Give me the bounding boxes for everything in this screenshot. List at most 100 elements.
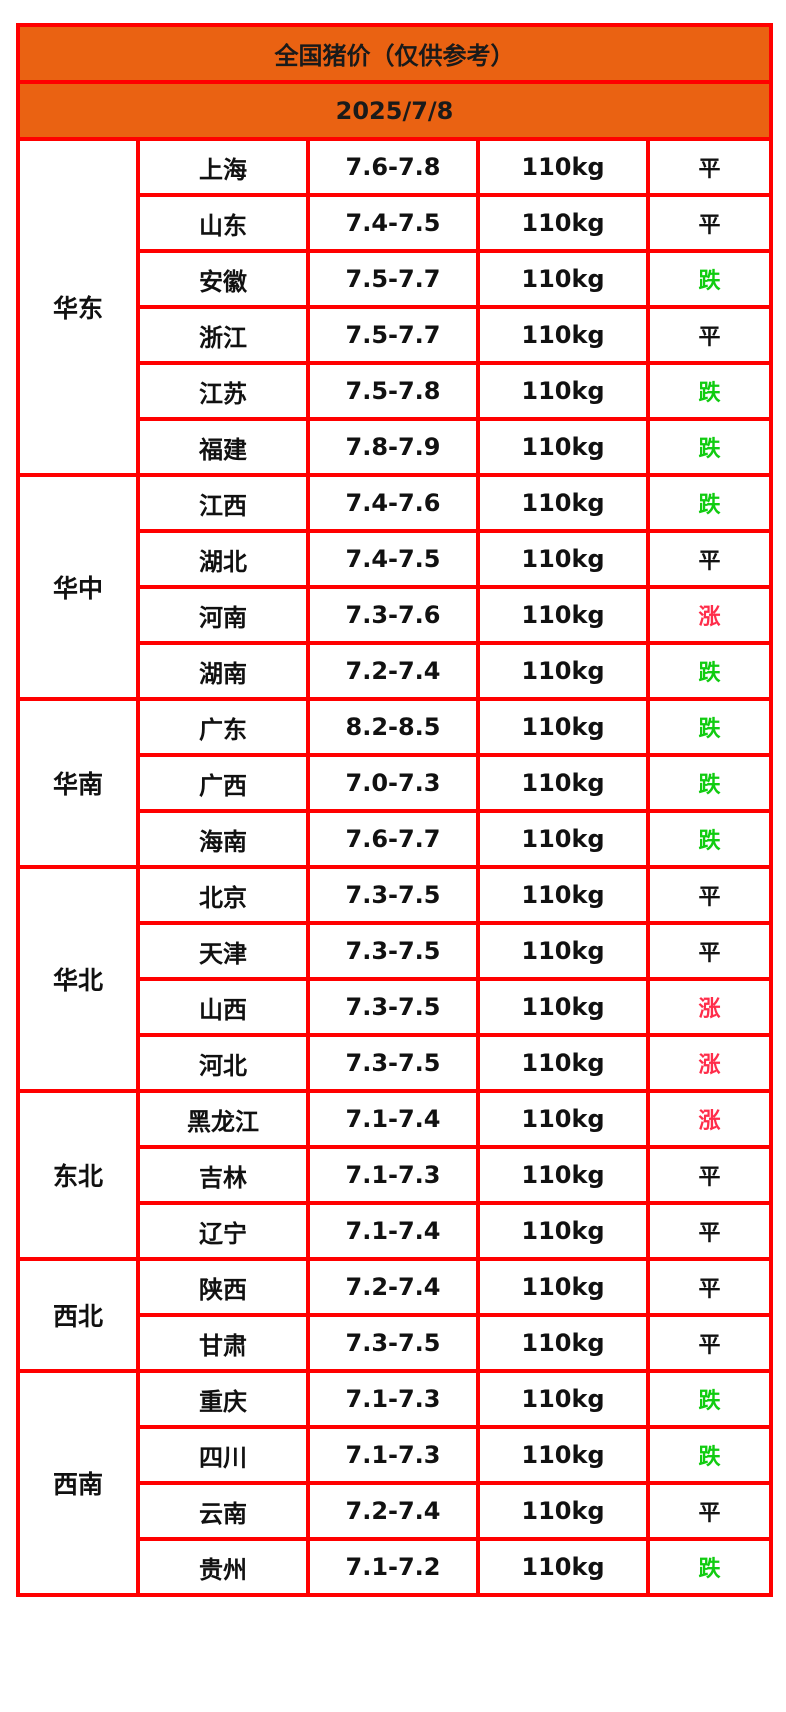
province-cell: 浙江: [136, 305, 310, 365]
weight-cell: 110kg: [476, 249, 650, 309]
trend-cell: 平: [645, 193, 774, 253]
table-row: 河南 7.3-7.6 110kg 涨: [18, 585, 774, 645]
trend-cell: 平: [645, 1257, 774, 1317]
table-row: 福建 7.8-7.9 110kg 跌: [18, 417, 774, 477]
weight-cell: 110kg: [476, 1313, 650, 1373]
trend-cell: 平: [645, 1481, 774, 1541]
province-cell: 陕西: [136, 1257, 310, 1317]
province-cell: 江西: [136, 473, 310, 533]
province-cell: 黑龙江: [136, 1089, 310, 1149]
table-row: 吉林 7.1-7.3 110kg 平: [18, 1145, 774, 1205]
weight-cell: 110kg: [476, 1201, 650, 1261]
trend-cell: 跌: [645, 697, 774, 757]
price-cell: 7.1-7.3: [306, 1425, 480, 1485]
price-cell: 7.1-7.4: [306, 1089, 480, 1149]
weight-cell: 110kg: [476, 137, 650, 197]
trend-cell: 平: [645, 1145, 774, 1205]
price-cell: 7.3-7.5: [306, 1033, 480, 1093]
price-cell: 7.1-7.3: [306, 1145, 480, 1205]
weight-cell: 110kg: [476, 529, 650, 589]
weight-cell: 110kg: [476, 1369, 650, 1429]
trend-cell: 跌: [645, 753, 774, 813]
price-cell: 7.4-7.6: [306, 473, 480, 533]
table-row: 湖北 7.4-7.5 110kg 平: [18, 529, 774, 589]
price-cell: 7.0-7.3: [306, 753, 480, 813]
region-cell: 西北: [16, 1257, 140, 1373]
trend-cell: 跌: [645, 1537, 774, 1597]
price-cell: 7.4-7.5: [306, 193, 480, 253]
price-cell: 7.3-7.5: [306, 977, 480, 1037]
trend-cell: 平: [645, 137, 774, 197]
table-row: 华北 北京 7.3-7.5 110kg 平: [16, 865, 774, 1093]
weight-cell: 110kg: [476, 585, 650, 645]
province-cell: 山东: [136, 193, 310, 253]
province-cell: 广东: [136, 697, 310, 757]
weight-cell: 110kg: [476, 1481, 650, 1541]
trend-cell: 平: [645, 921, 774, 981]
table-row: 江苏 7.5-7.8 110kg 跌: [18, 361, 774, 421]
price-cell: 7.3-7.5: [306, 865, 480, 925]
weight-cell: 110kg: [476, 193, 650, 253]
trend-cell: 平: [645, 865, 774, 925]
price-cell: 7.2-7.4: [306, 1481, 480, 1541]
region-cell: 华南: [16, 697, 140, 869]
trend-cell: 平: [645, 1201, 774, 1261]
province-cell: 海南: [136, 809, 310, 869]
price-cell: 7.1-7.4: [306, 1201, 480, 1261]
province-cell: 山西: [136, 977, 310, 1037]
province-cell: 贵州: [136, 1537, 310, 1597]
trend-cell: 跌: [645, 361, 774, 421]
table-row: 湖南 7.2-7.4 110kg 跌: [18, 641, 774, 701]
weight-cell: 110kg: [476, 809, 650, 869]
price-cell: 7.6-7.7: [306, 809, 480, 869]
weight-cell: 110kg: [476, 977, 650, 1037]
table-row: 东北 黑龙江 7.1-7.4 110kg 涨: [16, 1089, 774, 1261]
table-row: 海南 7.6-7.7 110kg 跌: [18, 809, 774, 869]
weight-cell: 110kg: [476, 361, 650, 421]
region-cell: 华中: [16, 473, 140, 701]
price-cell: 7.6-7.8: [306, 137, 480, 197]
table-row: 华中 江西 7.4-7.6 110kg 跌: [16, 473, 774, 701]
trend-cell: 涨: [645, 585, 774, 645]
trend-cell: 涨: [645, 977, 774, 1037]
weight-cell: 110kg: [476, 473, 650, 533]
province-cell: 河北: [136, 1033, 310, 1093]
weight-cell: 110kg: [476, 1089, 650, 1149]
price-cell: 7.1-7.3: [306, 1369, 480, 1429]
price-cell: 7.5-7.8: [306, 361, 480, 421]
region-cell: 西南: [16, 1369, 140, 1597]
price-cell: 7.3-7.5: [306, 1313, 480, 1373]
region-cell: 华东: [16, 137, 140, 477]
province-cell: 安徽: [136, 249, 310, 309]
table-row: 华南 广东 8.2-8.5 110kg 跌: [16, 697, 774, 869]
price-cell: 7.5-7.7: [306, 305, 480, 365]
weight-cell: 110kg: [476, 1145, 650, 1205]
table-row: 贵州 7.1-7.2 110kg 跌: [18, 1537, 774, 1597]
province-cell: 吉林: [136, 1145, 310, 1205]
trend-cell: 跌: [645, 809, 774, 869]
province-cell: 辽宁: [136, 1201, 310, 1261]
trend-cell: 跌: [645, 1369, 774, 1429]
table-title: 全国猪价（仅供参考）: [15, 23, 774, 84]
province-cell: 河南: [136, 585, 310, 645]
weight-cell: 110kg: [476, 697, 650, 757]
table-row: 广西 7.0-7.3 110kg 跌: [18, 753, 774, 813]
table-row: 浙江 7.5-7.7 110kg 平: [18, 305, 774, 365]
province-cell: 北京: [136, 865, 310, 925]
table-row: 西南 重庆 7.1-7.3 110kg 跌: [16, 1369, 774, 1597]
weight-cell: 110kg: [476, 1033, 650, 1093]
province-cell: 福建: [136, 417, 310, 477]
table-row: 四川 7.1-7.3 110kg 跌: [18, 1425, 774, 1485]
price-cell: 8.2-8.5: [306, 697, 480, 757]
trend-cell: 平: [645, 305, 774, 365]
province-cell: 天津: [136, 921, 310, 981]
table-row: 华东 上海 7.6-7.8 110kg 平: [16, 137, 774, 477]
weight-cell: 110kg: [476, 753, 650, 813]
table-date: 2025/7/8: [15, 80, 774, 141]
weight-cell: 110kg: [476, 1425, 650, 1485]
table-row: 安徽 7.5-7.7 110kg 跌: [18, 249, 774, 309]
weight-cell: 110kg: [476, 417, 650, 477]
trend-cell: 跌: [645, 1425, 774, 1485]
province-cell: 云南: [136, 1481, 310, 1541]
price-cell: 7.1-7.2: [306, 1537, 480, 1597]
